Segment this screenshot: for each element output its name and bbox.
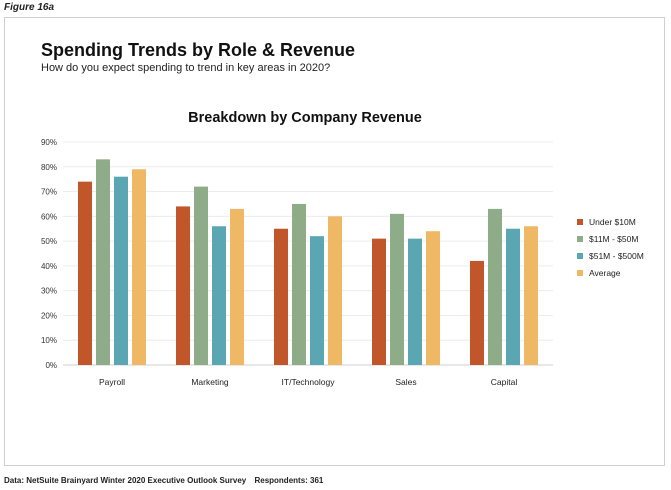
bar — [328, 216, 342, 365]
y-tick-label: 0% — [45, 361, 57, 370]
legend-label: Under $10M — [589, 216, 636, 227]
legend-item: Under $10M — [577, 213, 644, 230]
legend-item: Average — [577, 264, 644, 281]
bar — [310, 236, 324, 365]
legend-label: Average — [589, 267, 621, 278]
bar — [274, 228, 288, 365]
chart-legend: Under $10M $11M - $50M $51M - $500M Average — [577, 213, 644, 281]
bar — [292, 203, 306, 365]
bar — [408, 238, 422, 365]
bar — [470, 260, 484, 365]
y-tick-label: 40% — [41, 262, 57, 271]
chart-title: Breakdown by Company Revenue — [188, 110, 422, 126]
bar — [96, 159, 110, 365]
legend-swatch — [577, 235, 583, 242]
y-tick-label: 50% — [41, 237, 57, 246]
bar — [78, 181, 92, 365]
footer: Data: NetSuite Brainyard Winter 2020 Exe… — [4, 476, 329, 485]
y-tick-label: 10% — [41, 336, 57, 345]
y-tick-label: 20% — [41, 311, 57, 320]
legend-swatch — [577, 218, 583, 225]
x-tick-label: Payroll — [99, 377, 125, 387]
bar — [390, 213, 404, 365]
legend-swatch — [577, 269, 583, 276]
footer-source: Data: NetSuite Brainyard Winter 2020 Exe… — [4, 476, 247, 485]
legend-swatch — [577, 252, 583, 259]
bar — [488, 208, 502, 365]
bar — [132, 169, 146, 365]
legend-item: $11M - $50M — [577, 230, 644, 247]
bar — [114, 176, 128, 365]
x-tick-label: Sales — [395, 377, 416, 387]
legend-label: $11M - $50M — [589, 233, 639, 244]
bar — [506, 228, 520, 365]
bar — [176, 206, 190, 365]
figure-label: Figure 16a — [4, 2, 55, 13]
bar — [426, 231, 440, 365]
footer-respondents: Respondents: 361 — [254, 476, 324, 485]
bar — [212, 226, 226, 365]
legend-item: $51M - $500M — [577, 247, 644, 264]
y-tick-label: 90% — [41, 138, 57, 147]
bar-chart: 0% 10% 20% 30% 40% 50% 60% 70% 80% 90% Payroll Mark… — [41, 138, 553, 387]
x-tick-label: IT/Technology — [282, 377, 336, 387]
bar — [524, 226, 538, 365]
y-tick-label: 80% — [41, 163, 57, 172]
legend-label: $51M - $500M — [589, 250, 644, 261]
x-tick-label: Marketing — [191, 377, 229, 387]
page-subtitle: How do you expect spending to trend in k… — [41, 62, 331, 74]
page-title: Spending Trends by Role & Revenue — [41, 40, 356, 60]
bar — [230, 208, 244, 365]
bar — [194, 186, 208, 365]
y-tick-label: 60% — [41, 212, 57, 221]
y-tick-label: 70% — [41, 188, 57, 197]
y-tick-label: 30% — [41, 287, 57, 296]
x-tick-label: Capital — [491, 377, 518, 387]
bar — [372, 238, 386, 365]
chart-panel: Spending Trends by Role & Revenue How do… — [4, 17, 665, 466]
